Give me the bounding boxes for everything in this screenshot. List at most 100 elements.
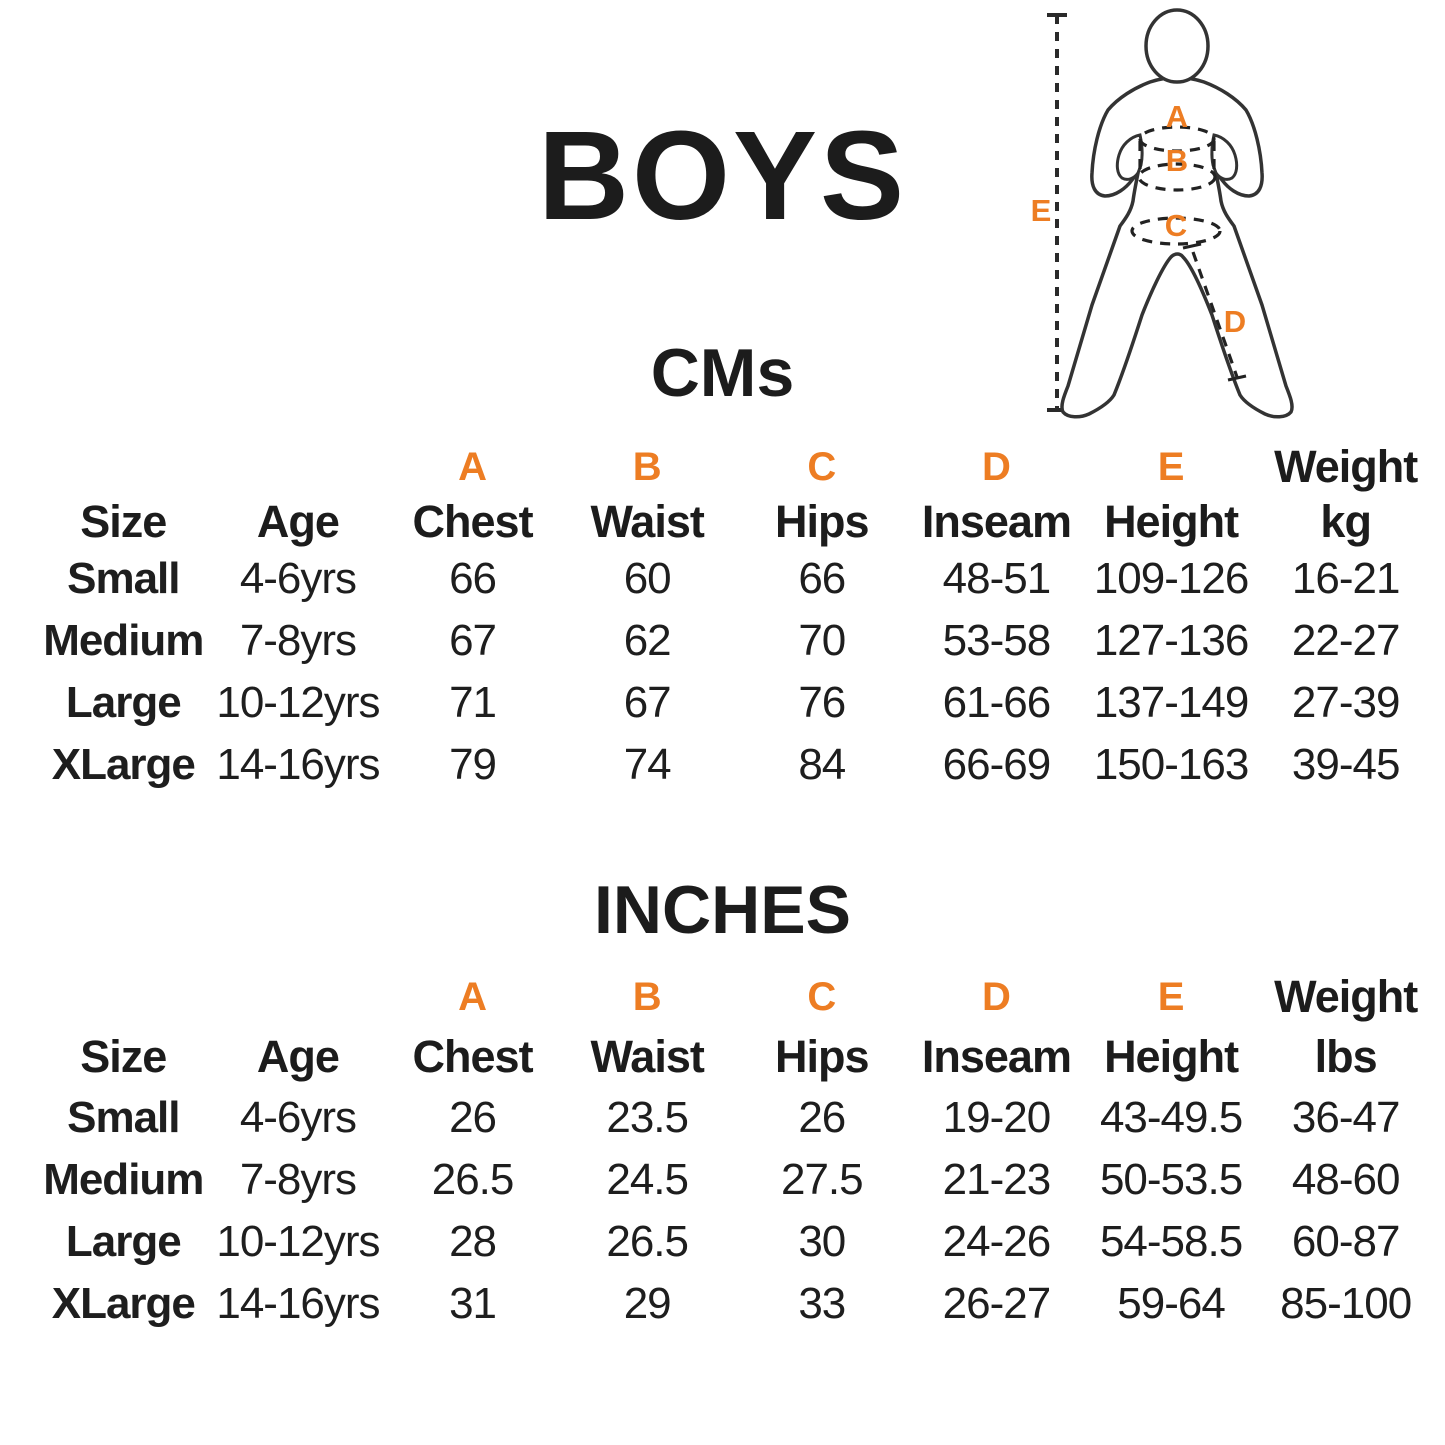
cell-age: 4-6yrs (239, 554, 357, 603)
table-row-xlarge: XLarge 14-16yrs 79 74 84 66-69 150-163 3… (36, 734, 1433, 796)
left-hand (1115, 133, 1144, 181)
section-title-inches: INCHES (594, 872, 851, 948)
cell-height: 54-58.5 (1099, 1217, 1243, 1266)
table-row-medium: Medium 7-8yrs 26.5 24.5 27.5 21-23 50-53… (36, 1149, 1433, 1211)
column-header-hips: Hips (775, 1030, 870, 1082)
column-letters-row: A B C D E Weight (36, 968, 1433, 1026)
column-header-chest: Chest (412, 1030, 534, 1082)
cell-waist: 23.5 (606, 1093, 689, 1142)
cell-size: Small (67, 554, 180, 603)
cell-height: 50-53.5 (1099, 1155, 1243, 1204)
column-letter-waist: B (632, 444, 662, 489)
cell-weight: 39-45 (1291, 740, 1401, 789)
cell-chest: 26 (449, 1093, 497, 1142)
column-letter-hips: C (807, 974, 837, 1019)
column-letter (211, 438, 386, 496)
column-letter-height: E (1157, 444, 1185, 489)
column-header-weight-unit: kg (1320, 496, 1372, 547)
cell-chest: 26.5 (431, 1155, 515, 1204)
cell-height: 137-149 (1093, 678, 1249, 727)
cell-age: 14-16yrs (216, 740, 380, 789)
table-row-medium: Medium 7-8yrs 67 62 70 53-58 127-136 22-… (36, 610, 1433, 672)
column-letter-hips: C (807, 444, 837, 489)
cell-weight: 22-27 (1291, 616, 1401, 665)
cell-inseam: 66-69 (942, 740, 1052, 789)
column-header-chest: Chest (412, 496, 534, 547)
cell-weight: 36-47 (1291, 1093, 1401, 1142)
boy-figure-svg: A B C D E (1031, 8, 1294, 419)
head-outline (1144, 8, 1210, 84)
boy-measurement-diagram: A B C D E (1020, 5, 1310, 430)
table-row-large: Large 10-12yrs 28 26.5 30 24-26 54-58.5 … (36, 1211, 1433, 1273)
cell-height: 127-136 (1093, 616, 1249, 665)
cell-age: 4-6yrs (239, 1093, 357, 1142)
right-hand (1210, 133, 1239, 181)
column-letter (36, 968, 211, 1026)
column-header-size: Size (80, 496, 167, 547)
column-header-weight: Weight (1274, 441, 1418, 492)
cell-age: 10-12yrs (216, 1217, 380, 1266)
column-header-hips: Hips (775, 496, 870, 547)
column-letter (36, 438, 211, 496)
cms-size-table: A B C D E Weight Size Age Chest Waist Hi… (36, 438, 1433, 796)
inseam-line (1191, 251, 1239, 378)
column-letter-inseam: D (981, 444, 1011, 489)
column-letter-waist: B (632, 974, 662, 1019)
cell-waist: 74 (623, 740, 672, 789)
column-letter-inseam: D (981, 974, 1011, 1019)
cell-waist: 26.5 (606, 1217, 689, 1266)
cell-age: 10-12yrs (216, 678, 380, 727)
table-row-small: Small 4-6yrs 66 60 66 48-51 109-126 16-2… (36, 548, 1433, 610)
column-header-inseam: Inseam (921, 496, 1072, 547)
cell-chest: 79 (449, 740, 497, 789)
cell-hips: 26 (798, 1093, 846, 1142)
cell-hips: 27.5 (780, 1155, 864, 1204)
cell-chest: 66 (449, 554, 497, 603)
cell-weight: 48-60 (1291, 1155, 1401, 1204)
table-row-small: Small 4-6yrs 26 23.5 26 19-20 43-49.5 36… (36, 1087, 1433, 1149)
cell-waist: 24.5 (606, 1155, 689, 1204)
cell-size: Large (65, 678, 182, 727)
cell-weight: 85-100 (1280, 1279, 1412, 1328)
cell-waist: 62 (623, 616, 672, 665)
waist-ellipse (1137, 162, 1217, 192)
column-headers-row: Size Age Chest Waist Hips Inseam Height … (36, 496, 1433, 548)
figure-label-waist: B (1166, 143, 1188, 178)
cell-weight: 16-21 (1291, 554, 1401, 603)
cell-inseam: 19-20 (942, 1093, 1052, 1142)
column-header-age: Age (256, 496, 340, 547)
cell-size: Medium (43, 616, 204, 665)
cell-chest: 67 (449, 616, 497, 665)
cell-chest: 31 (449, 1279, 497, 1328)
hips-ellipse (1130, 216, 1222, 246)
cell-size: Large (65, 1217, 182, 1266)
section-title-cms: CMs (650, 335, 795, 411)
cell-height: 59-64 (1117, 1279, 1226, 1328)
inches-size-table: A B C D E Weight Size Age Chest Waist Hi… (36, 968, 1433, 1335)
cell-inseam: 26-27 (942, 1279, 1052, 1328)
figure-label-hips: C (1165, 208, 1187, 243)
column-letter (211, 968, 386, 1026)
column-header-waist: Waist (590, 496, 705, 547)
cell-size: Small (67, 1093, 180, 1142)
column-letter-chest: A (458, 974, 487, 1019)
column-header-weight: Weight (1274, 971, 1418, 1022)
column-letters-row: A B C D E Weight (36, 438, 1433, 496)
cell-inseam: 21-23 (942, 1155, 1052, 1204)
figure-label-inseam: D (1224, 304, 1246, 339)
column-header-waist: Waist (590, 1030, 705, 1082)
column-headers-row: Size Age Chest Waist Hips Inseam Height … (36, 1026, 1433, 1087)
column-header-inseam: Inseam (921, 1030, 1072, 1082)
cell-height: 150-163 (1093, 740, 1249, 789)
cell-inseam: 53-58 (942, 616, 1052, 665)
column-header-size: Size (80, 1030, 167, 1082)
column-header-age: Age (256, 1030, 340, 1082)
cell-inseam: 48-51 (942, 554, 1052, 603)
column-header-height: Height (1104, 1030, 1239, 1082)
cell-height: 43-49.5 (1099, 1093, 1243, 1142)
cell-hips: 30 (798, 1217, 846, 1266)
cell-waist: 29 (623, 1279, 672, 1328)
cell-age: 14-16yrs (216, 1279, 380, 1328)
cell-chest: 71 (449, 678, 497, 727)
